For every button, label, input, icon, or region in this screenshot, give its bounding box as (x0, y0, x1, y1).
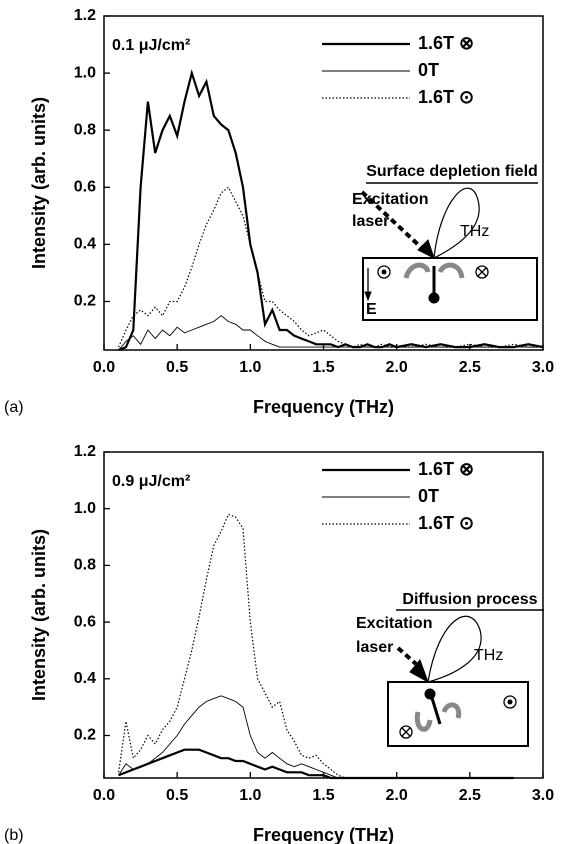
y-tick-label: 0.6 (74, 179, 96, 196)
x-tick-label: 3.0 (532, 787, 554, 804)
panel-label: (a) (4, 399, 24, 416)
legend-label: 0T (418, 486, 439, 506)
x-tick-label: 2.5 (459, 359, 481, 376)
symbol-dot-center (381, 269, 387, 275)
x-axis-label: Frequency (THz) (253, 397, 394, 417)
annotation: 0.9 μJ/cm² (112, 473, 190, 490)
y-axis-label: Intensity (arb. units) (29, 97, 49, 269)
plot-frame (103, 451, 544, 779)
carrier (428, 292, 440, 304)
symbol-cross-lines (401, 727, 411, 737)
laser-arrow (396, 646, 418, 666)
symbol-dot (503, 695, 517, 709)
inset-label: laser (356, 639, 393, 656)
inset-label: THz (474, 647, 503, 664)
y-tick-label: 0.2 (74, 293, 96, 310)
inset-label: Excitation (356, 615, 432, 632)
symbol-cross-lines (477, 267, 487, 277)
y-tick-label: 0.4 (74, 670, 96, 687)
legend-label: 1.6T ⊙ (418, 87, 474, 107)
sample-box (362, 257, 538, 321)
x-tick-label: 0.0 (93, 359, 115, 376)
series-line (118, 186, 543, 348)
y-tick-label: 0.8 (74, 557, 96, 574)
y-tick-label: 0.6 (74, 613, 96, 630)
inset-label: THz (460, 223, 489, 240)
legend-label: 1.6T ⊗ (418, 459, 474, 479)
panel-label: (b) (4, 827, 24, 844)
y-tick-label: 0.8 (74, 121, 96, 138)
symbol-dot-center (507, 699, 513, 705)
x-tick-label: 1.0 (239, 787, 261, 804)
symbol-dot (377, 265, 391, 279)
thz-lobe (433, 187, 480, 259)
symbol-cross (475, 265, 489, 279)
arrow-head (417, 239, 435, 259)
diffusion-arrow (430, 697, 442, 725)
y-axis-label: Intensity (arb. units) (29, 529, 49, 701)
inset-title: Diffusion process (402, 591, 537, 608)
inset-label: E (366, 301, 377, 318)
e-arrow-head (364, 291, 372, 302)
series-line (118, 695, 514, 779)
x-tick-label: 1.5 (312, 787, 334, 804)
inset-a (360, 182, 538, 321)
curve-left (403, 262, 431, 279)
symbol-cross (399, 725, 413, 739)
inset-label: Excitation (352, 191, 428, 208)
laser-arrow (360, 190, 428, 254)
inset-title: Surface depletion field (366, 163, 538, 180)
series-line (118, 513, 514, 779)
legend-label: 0T (418, 60, 439, 80)
annotation: 0.1 μJ/cm² (112, 37, 190, 54)
curve-right (441, 702, 462, 719)
arrow-head (409, 659, 429, 684)
x-tick-label: 1.5 (312, 359, 334, 376)
x-axis-label: Frequency (THz) (253, 825, 394, 844)
inset-label: laser (352, 213, 389, 230)
x-tick-label: 0.5 (166, 787, 188, 804)
x-tick-label: 0.0 (93, 787, 115, 804)
legend-label: 1.6T ⊗ (418, 33, 474, 53)
sample-box (387, 681, 529, 747)
x-tick-label: 2.0 (386, 359, 408, 376)
y-tick-label: 1.0 (74, 500, 96, 517)
x-tick-label: 3.0 (532, 359, 554, 376)
legend-label: 1.6T ⊙ (418, 513, 474, 533)
x-tick-label: 2.5 (459, 787, 481, 804)
curve-left (414, 711, 433, 732)
x-tick-label: 2.0 (386, 787, 408, 804)
y-tick-label: 1.0 (74, 64, 96, 81)
x-tick-label: 1.0 (239, 359, 261, 376)
series-line (118, 748, 514, 780)
carrier (424, 688, 436, 700)
inset-b (387, 609, 544, 747)
x-tick-label: 0.5 (166, 359, 188, 376)
series-line (118, 315, 543, 351)
curve-right (437, 262, 465, 279)
thz-lobe (427, 615, 482, 683)
y-tick-label: 1.2 (74, 7, 96, 24)
y-tick-label: 0.2 (74, 727, 96, 744)
y-tick-label: 1.2 (74, 443, 96, 460)
y-tick-label: 0.4 (74, 236, 96, 253)
